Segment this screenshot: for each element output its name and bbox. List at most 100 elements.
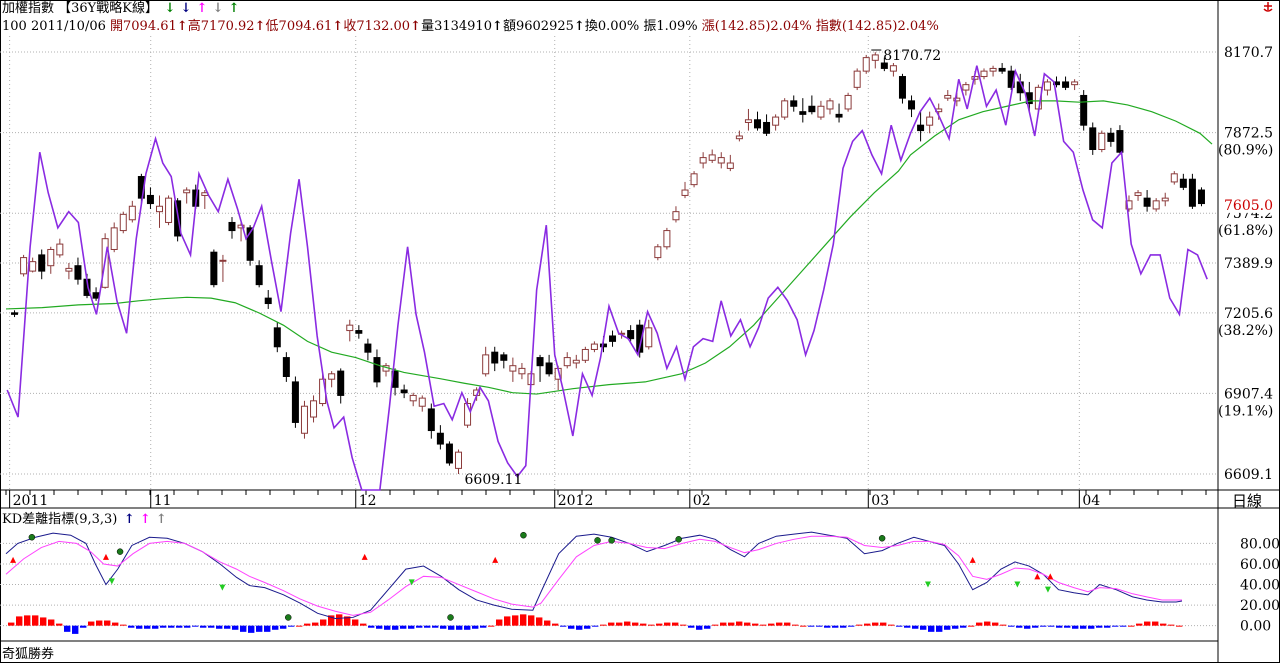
candle-body: [998, 67, 1006, 72]
up-arrow-icon[interactable]: ↑: [156, 512, 167, 527]
signal-down-arrow: [1044, 586, 1051, 593]
signal-dot: [608, 537, 615, 544]
histogram-bar: [984, 621, 991, 626]
candle-body: [119, 213, 127, 232]
brand-label: 奇狐勝券: [2, 647, 55, 662]
histogram-bar: [976, 622, 983, 626]
up-arrow-icon[interactable]: ↑: [228, 1, 240, 16]
candle-body: [246, 227, 254, 261]
time-label: 03: [871, 493, 889, 509]
histogram-bar: [640, 623, 647, 626]
quote-row: 100 2011/10/06 開7094.61↑高7170.92↑低7094.6…: [2, 18, 939, 36]
candle-body: [491, 351, 499, 364]
histogram-bar: [704, 625, 711, 629]
candle-body: [799, 111, 807, 115]
candle-body: [989, 67, 997, 72]
candle-body: [690, 173, 698, 186]
histogram-bar: [152, 625, 159, 629]
price-pct-label: (38.2%): [1218, 323, 1273, 339]
histogram-bar: [424, 625, 431, 628]
signal-down-arrow: [219, 584, 226, 591]
candle-body: [980, 70, 988, 78]
histogram-bar: [1136, 623, 1143, 626]
histogram-bar: [232, 625, 239, 630]
histogram-bar: [1096, 625, 1103, 628]
candle-body: [1062, 81, 1070, 88]
candle-body: [889, 65, 897, 72]
candle-body: [74, 265, 82, 280]
histogram-bar: [696, 625, 703, 630]
histogram-bar: [128, 625, 135, 628]
histogram-bar: [896, 625, 903, 627]
down-arrow-icon[interactable]: ↓: [212, 1, 224, 16]
up-arrow-icon: ↑: [492, 19, 503, 34]
indicator-header: KD差離指標(9,3,3) ↑ ↑ ↑: [2, 508, 170, 527]
candle-body: [264, 297, 272, 305]
histogram-bar: [1144, 621, 1151, 626]
indicator-arrows[interactable]: ↓ ↓ ↑ ↓ ↑: [162, 1, 242, 16]
histogram-bar: [880, 622, 887, 626]
up-arrow-icon[interactable]: ↑: [140, 512, 151, 527]
candle-body: [853, 70, 861, 88]
histogram-bar: [248, 625, 255, 633]
histogram-bar: [1080, 625, 1087, 629]
histogram-bar: [1024, 625, 1031, 629]
histogram-bar: [80, 625, 87, 628]
down-arrow-icon[interactable]: ↓: [164, 1, 176, 16]
histogram-bar: [328, 615, 335, 626]
candle-body: [518, 367, 526, 375]
histogram-bar: [720, 622, 727, 626]
histogram-bar: [1120, 625, 1127, 627]
candle-body: [56, 243, 64, 256]
histogram-bar: [88, 621, 95, 626]
candle-body: [926, 116, 934, 126]
up-arrow-icon: ↑: [573, 19, 585, 34]
candle-body: [146, 194, 154, 205]
candle-body: [255, 265, 263, 286]
histogram-bar: [552, 623, 559, 626]
quote-volume: 量3134910: [421, 19, 492, 34]
candle-body: [581, 348, 589, 361]
signal-dot: [675, 536, 682, 543]
price-pct-label: (19.1%): [1218, 403, 1273, 419]
signal-dot: [594, 537, 601, 544]
indicator-line-arrows[interactable]: ↑ ↑ ↑: [122, 512, 170, 527]
histogram-bar: [344, 616, 351, 626]
down-arrow-icon[interactable]: ↓: [180, 1, 192, 16]
up-arrow-icon[interactable]: ↑: [124, 512, 135, 527]
histogram-bar: [832, 625, 839, 628]
histogram-bar: [384, 625, 391, 630]
candle-body: [572, 359, 580, 364]
candle-body: [862, 57, 870, 72]
candle-body: [273, 327, 281, 348]
signal-up-arrow: [1047, 573, 1054, 580]
histogram-bar: [1128, 625, 1135, 627]
candle-body: [1143, 197, 1151, 207]
histogram-bar: [656, 623, 663, 626]
histogram-bar: [736, 621, 743, 626]
histogram-bar: [528, 615, 535, 626]
histogram-bar: [56, 623, 63, 626]
candle-body: [808, 105, 816, 113]
histogram-bar: [816, 625, 823, 627]
up-arrow-icon: ↑: [176, 19, 188, 34]
candle-body: [427, 408, 435, 432]
candle-body: [482, 354, 490, 375]
histogram-bar: [1064, 625, 1071, 628]
histogram-bar: [176, 625, 183, 628]
histogram-bar: [416, 625, 423, 628]
anchor-icon[interactable]: [1263, 2, 1273, 12]
up-arrow-icon[interactable]: ↑: [196, 1, 208, 16]
histogram-bar: [864, 623, 871, 626]
price-tick-label: 7205.6: [1224, 306, 1273, 322]
histogram-bar: [584, 625, 591, 629]
candle-body: [1071, 81, 1079, 86]
histogram-bar: [168, 625, 175, 628]
histogram-bar: [216, 625, 223, 629]
signal-dot: [878, 535, 886, 542]
histogram-bar: [112, 622, 119, 626]
chart-title: 加權指數 【36Y戰略K線】: [2, 1, 158, 16]
candle-body: [500, 354, 508, 361]
histogram-bar: [296, 625, 303, 627]
histogram-bar: [648, 624, 655, 626]
